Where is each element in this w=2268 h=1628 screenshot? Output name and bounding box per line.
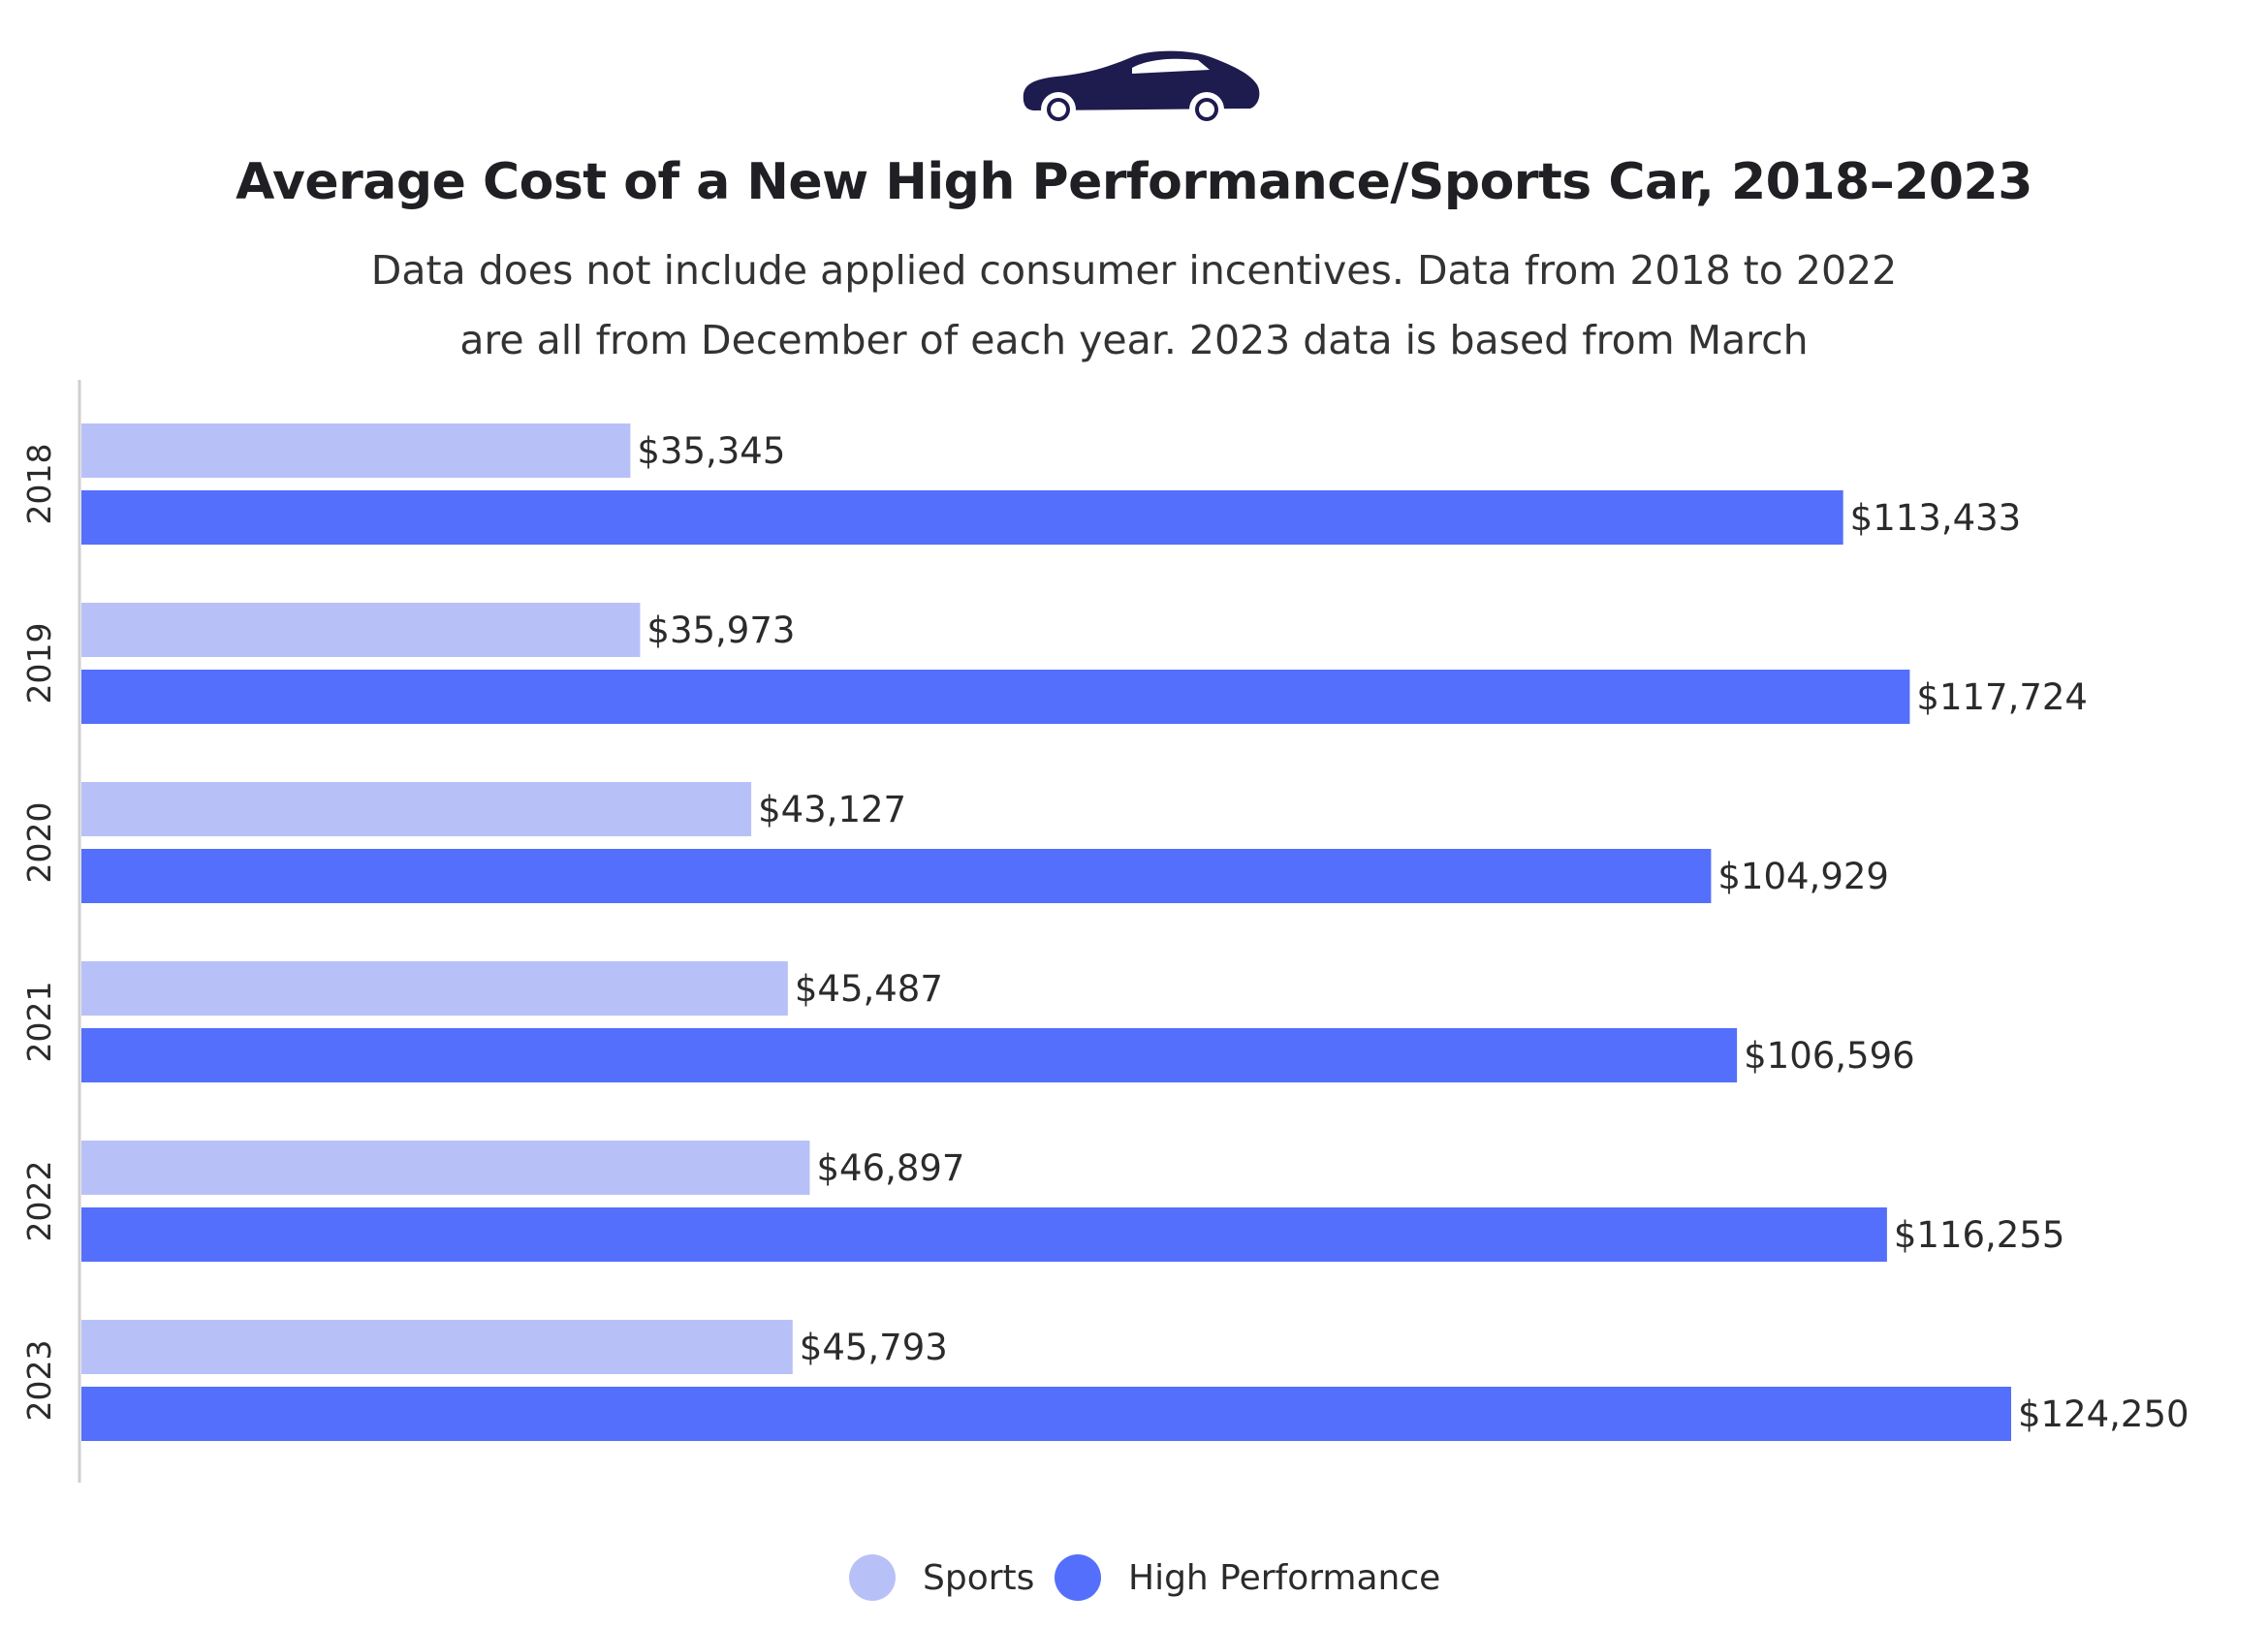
bar-high-performance-2022 [81, 1207, 1887, 1262]
bar-high-performance-2019 [81, 670, 1910, 724]
legend-swatch-sports [849, 1554, 896, 1601]
bar-sports-2020 [81, 782, 752, 836]
bar-value-label-high-performance-2020: $104,929 [1717, 856, 1889, 897]
bar-value-label-sports-2020: $43,127 [758, 789, 906, 830]
bar-value-label-sports-2019: $35,973 [646, 610, 795, 651]
y-tick-label-2021: 2021 [20, 982, 58, 1063]
bar-value-label-high-performance-2022: $116,255 [1894, 1214, 2065, 1256]
legend-item-sports: Sports [849, 1549, 1034, 1607]
chart-subtitle-line-1: Data does not include applied consumer i… [370, 247, 1898, 294]
bar-value-label-high-performance-2018: $113,433 [1850, 497, 2022, 539]
legend-label-high-performance: High Performance [1128, 1557, 1441, 1598]
bar-value-label-high-performance-2023: $124,250 [2018, 1393, 2189, 1435]
y-tick-label-2019: 2019 [20, 623, 58, 704]
legend-label-sports: Sports [923, 1557, 1035, 1598]
bar-sports-2018 [81, 423, 631, 478]
car-icon [1023, 50, 1260, 122]
bar-sports-2021 [81, 961, 788, 1016]
bar-value-label-sports-2021: $45,487 [795, 968, 943, 1010]
bar-value-label-sports-2022: $46,897 [816, 1147, 964, 1189]
y-tick-label-2023: 2023 [20, 1340, 58, 1422]
y-tick-label-2022: 2022 [20, 1161, 58, 1242]
bar-chart: $35,345 $113,433 2018 $35,973 $117,724 2019 $4… [20, 380, 2189, 1483]
bar-sports-2023 [81, 1320, 793, 1374]
legend-swatch-high-performance [1055, 1554, 1101, 1601]
bar-value-label-sports-2023: $45,793 [800, 1327, 948, 1368]
bar-value-label-high-performance-2019: $117,724 [1916, 676, 2088, 718]
legend-item-high-performance: High Performance [1055, 1549, 1440, 1607]
y-tick-label-2020: 2020 [20, 802, 58, 884]
chart-title: Average Cost of a New High Performance/S… [236, 153, 2032, 211]
bar-high-performance-2020 [81, 849, 1712, 903]
bar-high-performance-2018 [81, 490, 1843, 545]
bar-sports-2022 [81, 1141, 810, 1195]
bar-value-label-high-performance-2021: $106,596 [1744, 1035, 1915, 1077]
bar-sports-2019 [81, 603, 641, 657]
chart-subtitle-line-2: are all from December of each year. 2023… [459, 317, 1809, 363]
y-tick-label-2018: 2018 [20, 444, 58, 525]
bar-value-label-sports-2018: $35,345 [637, 430, 785, 472]
chart-legend: Sports High Performance [0, 1549, 2268, 1607]
bar-high-performance-2023 [81, 1387, 2011, 1441]
bar-high-performance-2021 [81, 1028, 1738, 1082]
